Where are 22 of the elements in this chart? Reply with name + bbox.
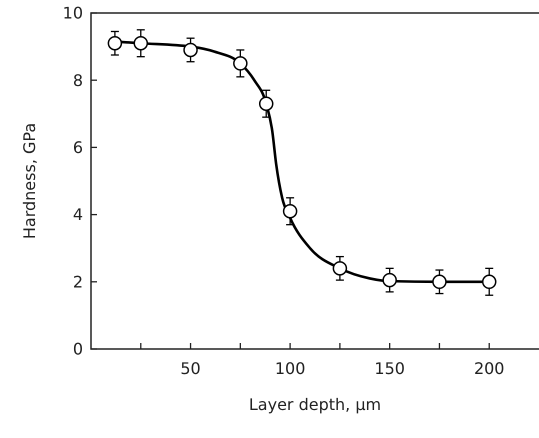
point <box>108 36 122 50</box>
point <box>183 42 198 58</box>
x-tick-label: 100 <box>274 359 306 378</box>
y-tick-label: 6 <box>72 138 83 157</box>
point <box>332 261 348 276</box>
point <box>134 36 148 50</box>
y-tick-label: 10 <box>62 4 83 23</box>
point <box>258 96 274 111</box>
point <box>233 56 248 71</box>
y-tick-label: 8 <box>72 70 83 90</box>
y-axis-title: Hardness, GPa <box>20 122 39 240</box>
point <box>432 274 447 290</box>
y-tick-label: 4 <box>72 205 83 224</box>
x-tick-label: 50 <box>180 359 201 378</box>
y-tick-label: 2 <box>72 272 83 292</box>
point <box>382 272 397 288</box>
x-tick-label: 150 <box>374 359 405 378</box>
point <box>282 204 298 218</box>
y-tick-label: 0 <box>72 340 83 359</box>
x-tick-label: 200 <box>474 359 504 378</box>
point <box>482 274 496 290</box>
x-axis-title: Layer depth, µm <box>248 395 382 414</box>
